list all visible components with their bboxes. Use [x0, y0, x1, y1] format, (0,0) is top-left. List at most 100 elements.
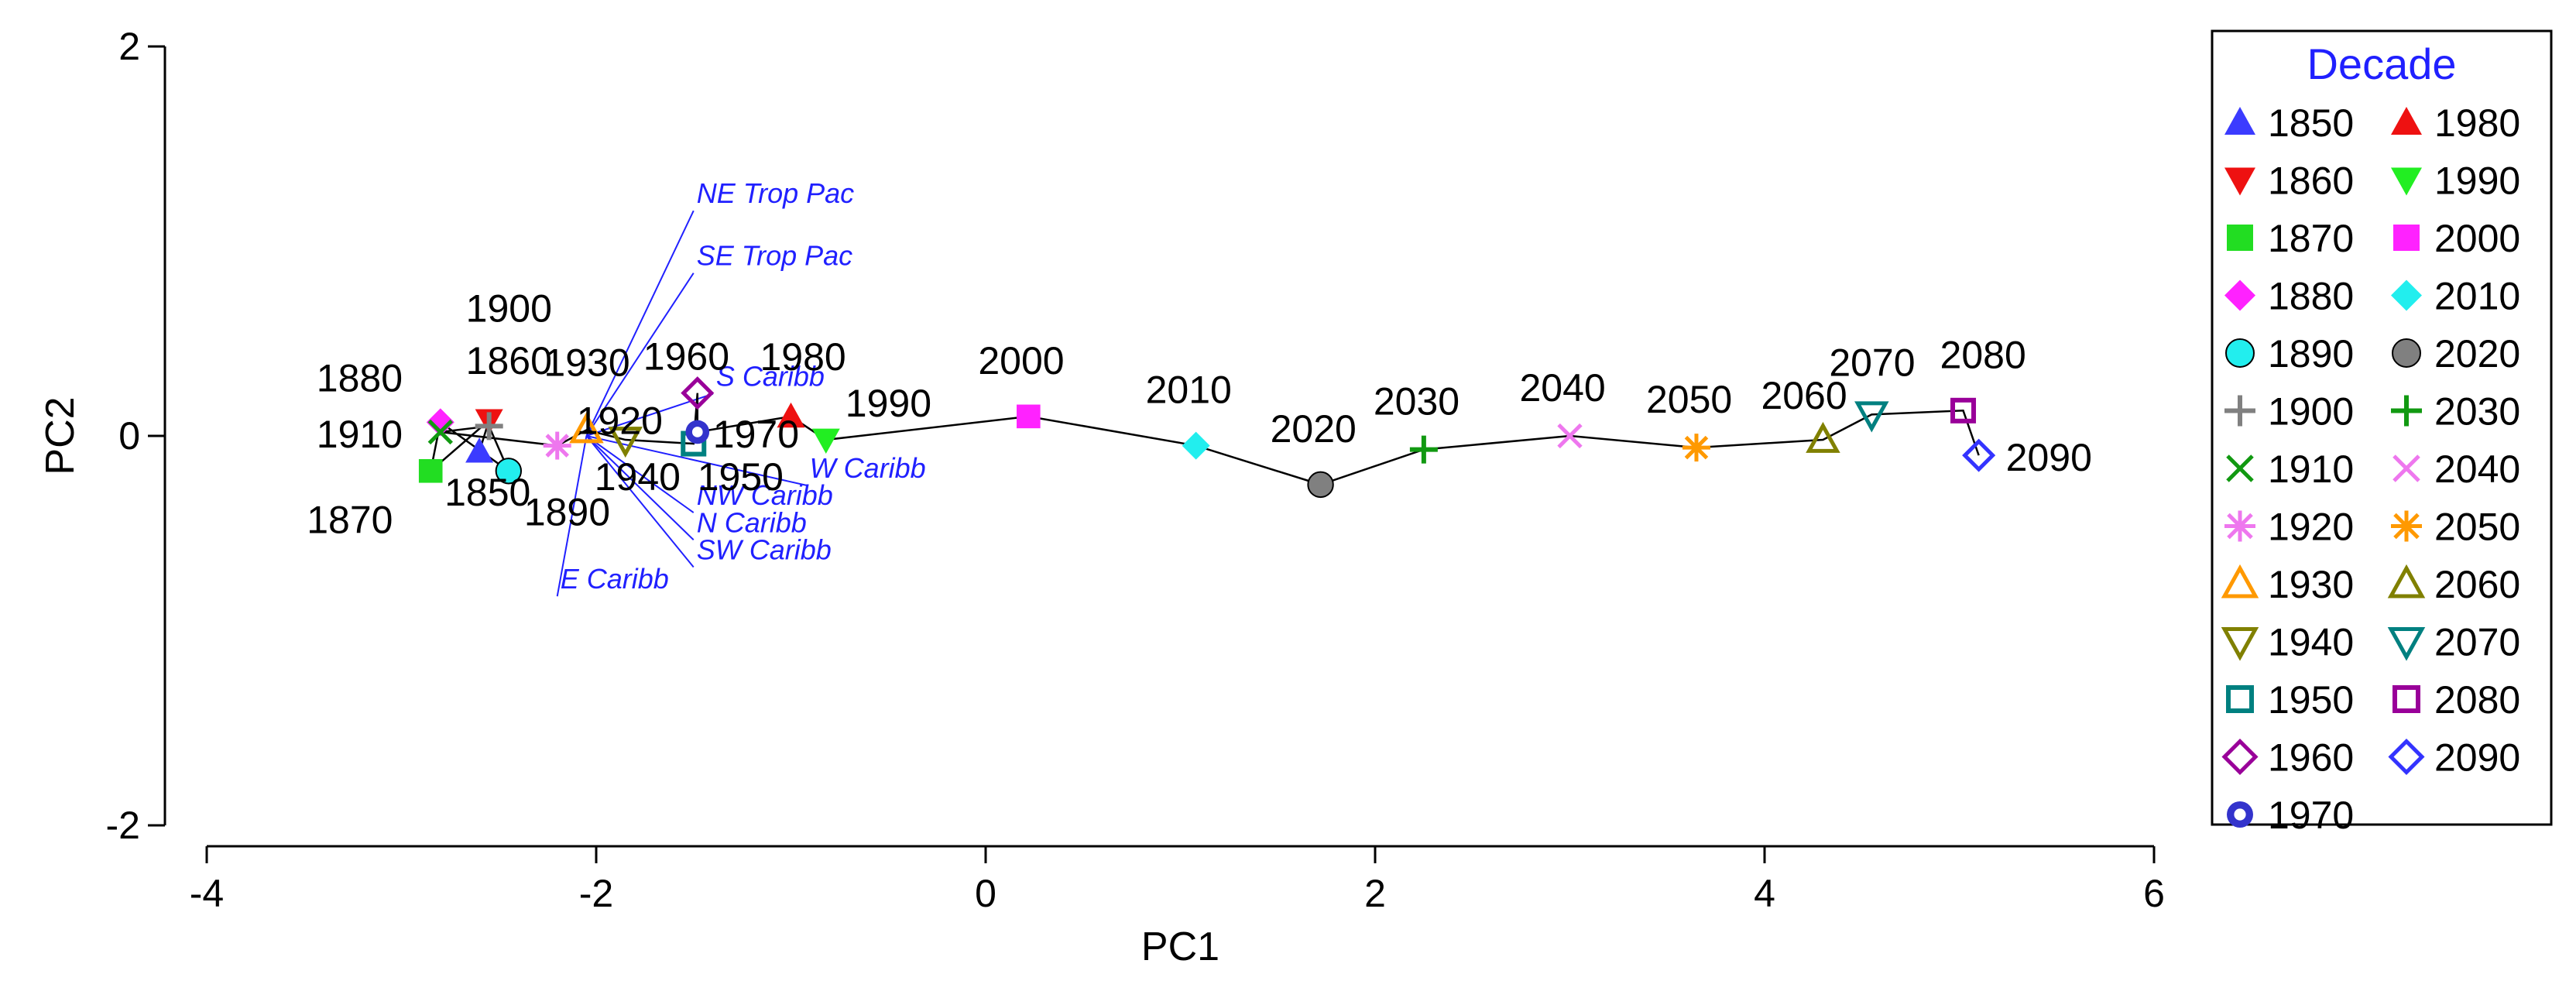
- marker-diamond-open: [2221, 738, 2259, 776]
- marker-triangle-down-filled: [811, 428, 840, 454]
- region-vector-line: [585, 273, 695, 437]
- legend-label: 1850: [2268, 101, 2354, 145]
- x-tick-label: 2: [1364, 872, 1386, 915]
- marker-diamond-open: [1962, 438, 1996, 472]
- point-label-1930: 1930: [544, 341, 629, 384]
- point-label-2030: 2030: [1374, 380, 1460, 424]
- legend-item-2050: 2050: [2391, 506, 2520, 549]
- point-label-2050: 2050: [1646, 378, 1732, 421]
- marker-circle-filled: [2225, 338, 2255, 368]
- region-vector-line: [585, 210, 695, 437]
- legend: Decade 1850 1860 1870 1880 1890 1900 1910 1920 19…: [2211, 29, 2553, 837]
- triangle-up-shape: [569, 412, 604, 444]
- diamond-shape: [1962, 438, 1996, 472]
- x-tick-label: -2: [579, 872, 613, 915]
- diamond-shape: [2388, 738, 2425, 776]
- region-vector-line: [556, 435, 588, 597]
- x-tick-label: 4: [1754, 872, 1775, 915]
- legend-label: 2020: [2434, 332, 2520, 376]
- ast-b: [2227, 513, 2253, 540]
- legend-label: 1890: [2268, 332, 2354, 376]
- region-vector-line: [585, 435, 695, 568]
- marker-square-open: [2392, 685, 2420, 713]
- legend-item-1970: 1970: [2227, 794, 2354, 837]
- region-vectors: NE Trop Pac SE Trop Pac S Caribb W CaribbNW…: [556, 177, 926, 597]
- point-label-1960: 1960: [643, 335, 729, 379]
- ast-b: [2393, 513, 2420, 540]
- legend-title: Decade: [2307, 39, 2456, 88]
- marker-triangle-up-filled: [777, 402, 805, 428]
- circle-shape: [1307, 471, 1334, 499]
- marker-triangle-up-open: [569, 412, 604, 444]
- legend-label: 1970: [2268, 794, 2354, 837]
- x-tick-label: 0: [975, 872, 996, 915]
- legend-label: 1880: [2268, 275, 2354, 318]
- legend-item-1940: 1940: [2221, 621, 2354, 664]
- triangle-up-shape: [2391, 107, 2422, 135]
- marker-diamond-open: [681, 376, 715, 410]
- triangle-up-shape: [1806, 421, 1840, 453]
- marker-square-open: [2226, 685, 2254, 713]
- marker-x: [427, 419, 453, 445]
- legend-label: 2000: [2434, 217, 2520, 260]
- marker-plus: [1409, 435, 1438, 464]
- marker-square-filled: [418, 458, 443, 483]
- x-tick-label: 6: [2143, 872, 2165, 915]
- point-label-1990: 1990: [846, 382, 931, 425]
- marker-triangle-down-filled: [2224, 167, 2255, 196]
- point-label-2080: 2080: [1940, 333, 2026, 376]
- triangle-up-shape: [2221, 564, 2259, 598]
- triangle-down-shape: [1854, 401, 1889, 433]
- legend-label: 1920: [2268, 506, 2354, 549]
- marker-asterisk: [1682, 434, 1710, 462]
- marker-plus: [475, 412, 503, 441]
- legend-label: 1870: [2268, 217, 2354, 260]
- region-label: N Caribb: [697, 506, 807, 538]
- circle-center: [691, 427, 703, 437]
- legend-item-1960: 1960: [2221, 736, 2354, 780]
- axes: -4 -2 0 2 4 6 -2 0 2 PC1 PC2: [38, 25, 2165, 969]
- legend-label: 1930: [2268, 563, 2354, 606]
- region-label: NW Caribb: [697, 479, 833, 511]
- data-points: [418, 376, 1996, 499]
- marker-asterisk: [543, 431, 571, 460]
- legend-item-1870: 1870: [2227, 217, 2354, 260]
- legend-label: 1940: [2268, 621, 2354, 664]
- triangle-up-shape: [777, 402, 805, 428]
- legend-label: 2060: [2434, 563, 2520, 606]
- diamond-shape: [2224, 280, 2255, 311]
- point-label-1940: 1940: [595, 455, 681, 499]
- region-label: W Caribb: [810, 452, 926, 484]
- marker-triangle-up-open: [2387, 564, 2426, 598]
- point-label-1910: 1910: [317, 413, 403, 456]
- legend-label: 2080: [2434, 678, 2520, 722]
- triangle-up-shape: [2387, 564, 2426, 598]
- square-shape: [2227, 225, 2253, 251]
- triangle-up-shape: [2224, 107, 2255, 135]
- legend-item-1850: 1850: [2224, 101, 2354, 145]
- legend-label: 1910: [2268, 448, 2354, 491]
- triangle-down-shape: [2387, 627, 2426, 661]
- point-label-2060: 2060: [1761, 374, 1847, 417]
- legend-label: 2010: [2434, 275, 2520, 318]
- marker-square-filled: [2393, 225, 2420, 251]
- point-label-1980: 1980: [760, 335, 846, 379]
- y-axis-title: PC2: [38, 396, 83, 475]
- legend-label: 2050: [2434, 506, 2520, 549]
- square-shape: [1017, 404, 1041, 429]
- legend-item-1950: 1950: [2226, 678, 2354, 722]
- legend-item-1890: 1890: [2225, 332, 2354, 376]
- region-label: S Caribb: [716, 361, 825, 393]
- marker-triangle-down-filled: [2391, 167, 2422, 196]
- legend-item-1990: 1990: [2391, 159, 2520, 203]
- legend-label: 1860: [2268, 159, 2354, 203]
- x-tick-label: -4: [190, 872, 224, 915]
- legend-item-1910: 1910: [2226, 448, 2354, 491]
- marker-asterisk: [2224, 510, 2255, 542]
- legend-label: 2040: [2434, 448, 2520, 491]
- marker-triangle-down-open: [2221, 627, 2259, 661]
- legend-item-2080: 2080: [2392, 678, 2520, 722]
- marker-circle-filled: [1307, 471, 1334, 499]
- legend-item-2010: 2010: [2391, 275, 2520, 318]
